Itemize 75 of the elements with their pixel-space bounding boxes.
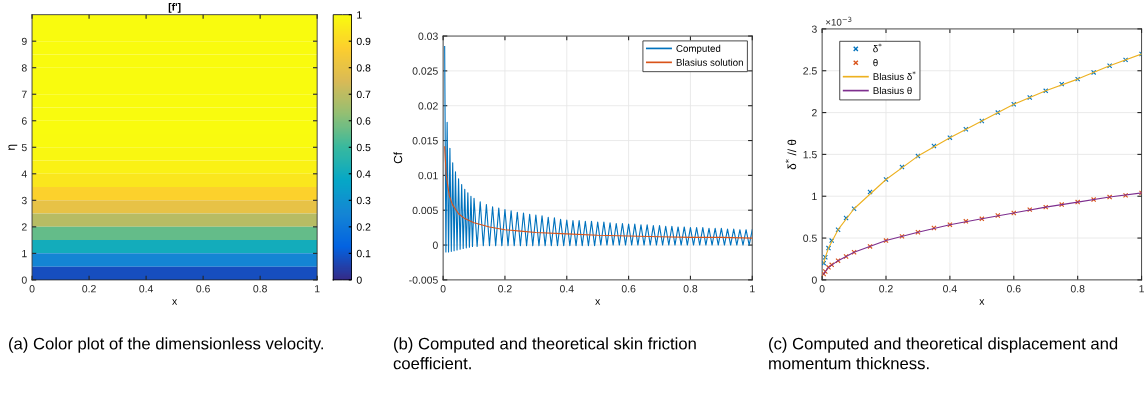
color-bar-label: 0.6 [356,117,371,125]
line-series [444,45,753,253]
color-bar-label: 0.2 [356,223,371,231]
legend-label: Blasius solution [676,58,743,66]
x-axis-title: x [172,299,178,305]
color-bar-label: 0.4 [356,170,371,178]
text: (a) Color plot of the dimensionless velocity. [9,337,323,353]
y-tick-label: 8 [21,64,27,72]
x-tick-label: 0.2 [82,285,96,293]
y-tick-label: -0.005 [409,276,438,284]
x-tick-label: 1 [315,285,320,293]
y-tick-label: 0 [432,241,438,249]
color-bar-label: 0.8 [356,64,371,72]
y-tick-label: 0.005 [412,206,438,215]
legend-label: δ$^{*}$ [873,43,882,53]
line-series [444,146,753,239]
color-bar-label: 0 [356,276,362,284]
text: (b) Computed and theoretical skin friction coefficient. [393,337,696,370]
color-bar-label: 0.7 [356,90,371,99]
x-tick-label: 0.8 [683,285,698,293]
y-tick-label: 6 [21,117,27,125]
legend-label: Blasius θ [873,86,912,95]
y-tick-label: 3 [21,196,27,205]
x-tick-label: 0.8 [1070,285,1085,293]
legend-label: θ [873,59,878,67]
y-tick-label: 1.5 [803,151,817,159]
y-tick-label: 5 [21,143,27,152]
y-tick-label: 3 [811,25,817,33]
color-bar-label: 0.5 [356,143,371,152]
y-tick-label: 2 [811,109,817,117]
x-axis-title: x [979,299,985,305]
line-series [823,53,1142,264]
x-tick-label: 0.4 [139,285,154,293]
y-axis-title: η [8,144,18,150]
y-tick-label: 0.015 [412,137,438,145]
y-tick-label: 0.03 [418,32,438,40]
y-axis-title: Cf [393,152,403,164]
x-tick-label: 0 [819,285,825,293]
x-tick-label: 1 [1139,285,1144,293]
x-tick-label: 0.2 [879,285,893,293]
legend-label: Blasius δ$^{*}$ [873,71,916,81]
text: ×10$^{−3}$ [825,16,852,26]
y-tick-label: 0.01 [418,171,438,180]
y-tick-label: 1 [812,192,817,201]
y-axis-title: δ$^{*}$ // θ [785,139,797,170]
y-tick-label: 0 [811,276,817,284]
chart-title: [f'] [168,2,181,13]
x-tick-label: 0.6 [621,285,636,293]
y-tick-label: 9 [21,37,27,46]
y-tick-label: 7 [21,90,27,99]
x-tick-label: 0 [440,285,446,293]
x-tick-label: 0.6 [196,285,210,293]
y-tick-label: 2.5 [803,67,817,75]
x-tick-label: 0.8 [253,285,267,293]
x-tick-label: 0.6 [1006,285,1021,293]
x-tick-label: 0.2 [498,285,512,293]
y-tick-label: 0.025 [412,67,438,75]
y-tick-label: 1 [22,249,27,258]
color-bar-label: 1 [357,11,362,19]
legend-label: Computed [676,44,721,54]
y-tick-label: 0.02 [418,102,438,110]
line-series [823,192,1142,275]
x-tick-label: 0 [29,285,35,293]
x-axis-title: x [595,299,601,305]
text: (c) Computed and theoretical displacement and momentum thickness. [769,337,1118,370]
y-tick-label: 2 [21,223,27,231]
color-bar-label: 0.3 [356,196,371,205]
x-tick-label: 0.4 [943,285,957,293]
color-bar-label: 0.1 [356,249,371,258]
y-tick-label: 4 [21,170,27,178]
y-tick-label: 0 [21,276,27,284]
x-tick-label: 0.4 [559,285,574,293]
x-tick-label: 1 [750,285,755,293]
y-tick-label: 0.5 [803,234,817,242]
color-bar-label: 0.9 [356,37,371,46]
